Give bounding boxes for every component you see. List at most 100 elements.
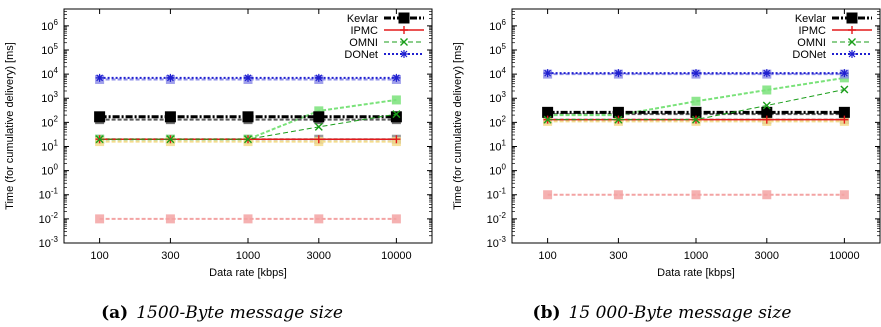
y-tick-base: 10 [41,45,53,57]
faded-series-point [543,190,553,200]
y-tick-exponent: 2 [502,114,507,123]
y-tick-label: 10-3 [39,235,59,250]
y-tick-exponent: -3 [51,235,59,244]
legend-label: IPMC [351,25,379,37]
y-tick-exponent: 1 [54,138,59,147]
data-point [614,69,623,78]
y-tick-exponent: 0 [502,163,507,172]
x-tick-label: 100 [538,250,556,262]
faded-series-point [691,96,701,106]
x-tick-label: 3000 [755,250,779,262]
data-point [242,111,254,123]
y-axis-label: Time (for cumulative delivery) [ms] [4,42,16,210]
faded-series-point [391,95,401,105]
data-point [392,73,401,82]
data-point [95,73,104,82]
faded-series-point [691,190,701,200]
y-tick-label: 106 [489,18,506,33]
y-tick-exponent: 1 [502,138,507,147]
legend-marker [848,26,856,34]
legend-marker [846,12,858,24]
data-point [164,111,176,123]
y-tick-label: 10-1 [39,187,59,202]
y-tick-base: 10 [489,93,501,105]
y-tick-label: 10-2 [487,211,507,226]
data-point [762,101,771,110]
y-tick-exponent: -3 [499,235,507,244]
y-tick-label: 102 [489,114,506,129]
legend-marker [400,38,408,46]
y-tick-label: 101 [489,138,506,153]
x-axis-label: Data rate [kbps] [209,267,287,279]
y-tick-base: 10 [489,45,501,57]
x-tick-label: 300 [161,250,179,262]
faded-series-point [839,190,849,200]
legend-label: Kevlar [347,13,379,25]
data-point [392,110,401,119]
x-tick-label: 1000 [236,250,260,262]
y-tick-exponent: 5 [502,42,507,51]
data-point [244,135,252,144]
y-tick-label: 102 [41,114,58,129]
faded-series-point [762,85,772,95]
faded-series-line [547,76,845,117]
y-tick-base: 10 [489,141,501,153]
data-point [94,111,106,123]
y-tick-exponent: -2 [499,211,507,220]
faded-series-point [762,190,772,200]
faded-series-point [165,214,175,224]
data-point [392,135,401,144]
y-tick-base: 10 [41,141,53,153]
legend-marker [400,26,408,34]
caption-text: 15 000-Byte message size [569,303,792,323]
data-point [313,111,325,123]
y-tick-base: 10 [39,238,51,250]
y-tick-base: 10 [39,190,51,202]
y-tick-label: 101 [41,138,58,153]
faded-series-point [314,106,324,116]
y-tick-label: 103 [41,90,58,105]
y-tick-base: 10 [41,166,53,178]
data-point [314,135,323,144]
legend-label: IPMC [799,25,827,37]
series-donet [95,73,401,82]
x-tick-label: 1000 [684,250,708,262]
series-omni [95,110,401,144]
data-point [762,69,771,78]
legend-marker [400,50,408,58]
y-tick-exponent: -1 [499,187,507,196]
y-tick-label: 106 [41,18,58,33]
x-tick-label: 10000 [829,250,860,262]
y-tick-exponent: 6 [502,18,507,27]
caption-letter: (a) [101,303,128,323]
caption-letter: (b) [533,303,561,323]
faded-series-point [95,214,105,224]
data-point [543,115,552,124]
data-point [166,73,175,82]
y-tick-exponent: 4 [502,66,507,75]
data-point [692,69,700,78]
data-point [244,73,252,82]
faded-series-point [243,214,253,224]
y-tick-base: 10 [489,117,501,129]
x-tick-label: 3000 [307,250,331,262]
legend-label: OMNI [797,37,826,49]
y-tick-exponent: -2 [51,211,59,220]
y-tick-base: 10 [41,93,53,105]
y-tick-base: 10 [487,190,499,202]
y-tick-label: 100 [41,163,58,178]
y-tick-exponent: 6 [54,18,59,27]
chart-caption: (b) 15 000-Byte message size [533,303,792,323]
faded-series-point [391,214,401,224]
y-tick-exponent: 5 [54,42,59,51]
faded-series-point [613,190,623,200]
x-tick-label: 300 [609,250,627,262]
caption-text: 1500-Byte message size [136,303,343,323]
y-tick-label: 103 [489,90,506,105]
legend-marker [848,38,856,46]
y-axis-label: Time (for cumulative delivery) [ms] [452,42,464,210]
y-tick-label: 10-3 [487,235,507,250]
